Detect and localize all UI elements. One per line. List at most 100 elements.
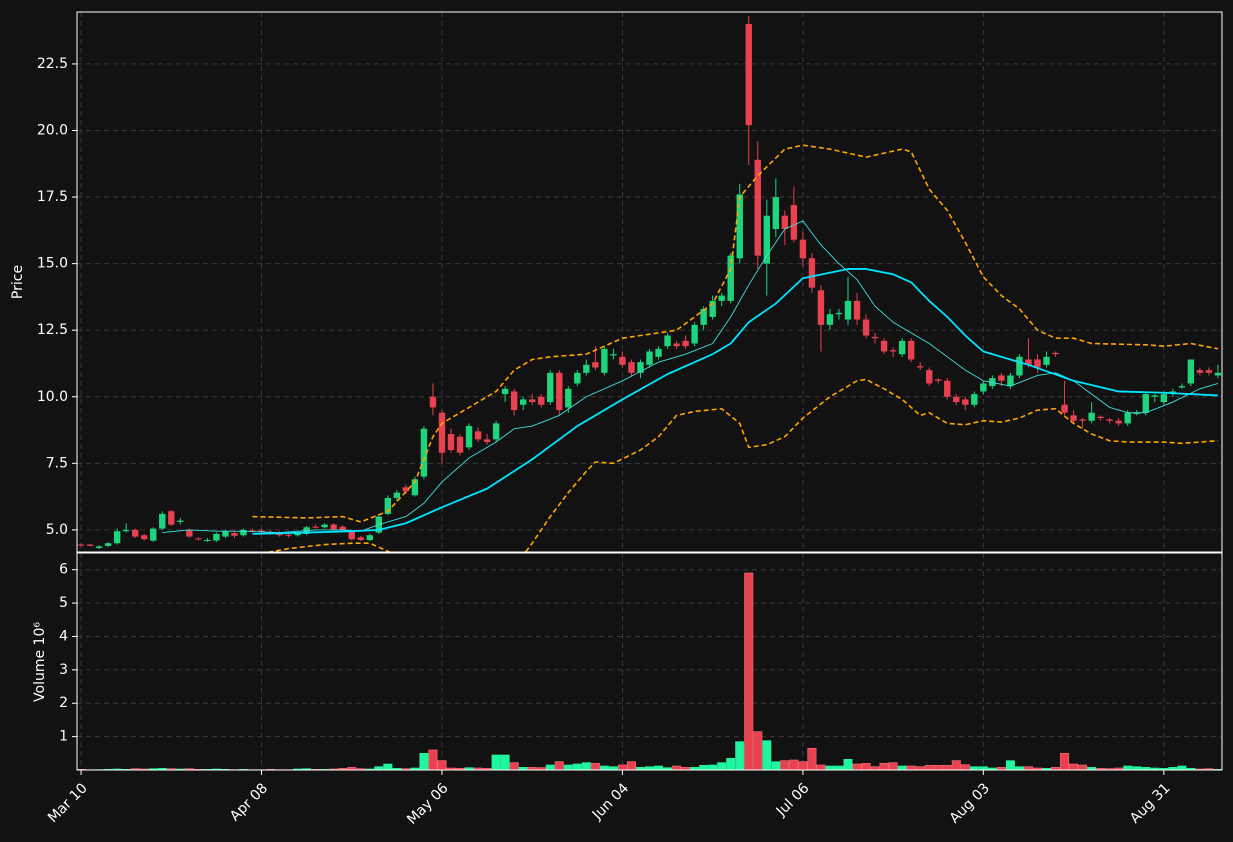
y-tick-label: 6	[59, 562, 68, 578]
volume-bar	[599, 765, 609, 771]
y-tick-label: 12.5	[37, 322, 68, 338]
candle-body	[916, 366, 924, 368]
candle-body	[357, 537, 364, 541]
volume-bar	[807, 747, 817, 771]
candle-body	[113, 531, 121, 544]
candle-body	[231, 533, 238, 536]
volume-bar	[590, 763, 600, 771]
candle-body	[1205, 370, 1213, 373]
volume-bar	[383, 763, 393, 771]
volume-bar	[969, 766, 979, 771]
candle-body	[285, 534, 292, 536]
candle-body	[1061, 404, 1068, 413]
candle-body	[574, 372, 581, 384]
volume-bar	[825, 765, 835, 771]
volume-bar	[545, 764, 555, 771]
y-tick-label: 22.5	[37, 56, 68, 72]
candle-body	[1160, 394, 1168, 403]
candle-body	[556, 372, 563, 411]
candle-body	[673, 343, 680, 347]
volume-bar	[428, 749, 438, 771]
candle-body	[1142, 394, 1149, 413]
volume-bar	[906, 765, 916, 771]
candle-body	[1034, 359, 1041, 368]
price-axis-label: Price	[10, 265, 26, 299]
overlay-line	[252, 144, 1219, 523]
candle-body	[420, 428, 428, 477]
volume-bar	[870, 766, 880, 771]
volume-bar	[933, 765, 943, 771]
candle-body	[754, 159, 761, 256]
candle-body	[339, 526, 346, 530]
overlay-line	[162, 220, 1219, 534]
candle-body	[619, 356, 626, 365]
candle-body	[935, 379, 942, 381]
candle-body	[186, 529, 193, 537]
volume-bar	[762, 740, 772, 771]
volume-bar	[1005, 760, 1015, 771]
volume-bar	[942, 765, 952, 771]
volume-bar	[374, 766, 384, 771]
candle-body	[862, 319, 870, 336]
candle-body	[168, 511, 175, 525]
candle-body	[610, 354, 617, 356]
y-tick-label: 17.5	[37, 189, 68, 205]
candle-body	[492, 423, 500, 440]
candle-body	[907, 340, 915, 360]
candle-body	[1151, 395, 1158, 397]
overlay-line	[252, 268, 1218, 535]
candle-body	[312, 526, 319, 528]
candle-body	[998, 375, 1005, 381]
candle-body	[962, 399, 969, 405]
candle-body	[141, 535, 148, 540]
volume-bar	[1078, 764, 1088, 771]
volume-bar	[834, 765, 844, 771]
candle-body	[1178, 386, 1186, 388]
volume-bar	[509, 762, 519, 771]
candle-body	[1043, 356, 1050, 365]
candle-body	[321, 524, 328, 528]
candles	[77, 15, 1222, 552]
y-tick-label: 7.5	[46, 455, 68, 471]
candle-body	[1124, 412, 1131, 424]
volume-bar	[419, 753, 429, 771]
candle-body	[1115, 420, 1122, 424]
volume-bar	[672, 765, 682, 771]
y-tick-label: 20.0	[37, 122, 68, 138]
volume-bar	[960, 764, 970, 771]
candle-body	[592, 362, 599, 368]
candle-body	[1070, 415, 1077, 421]
candle-body	[104, 543, 112, 546]
candle-body	[565, 388, 572, 408]
candle-body	[727, 255, 734, 301]
y-tick-label: 5	[59, 595, 68, 611]
candle-body	[86, 544, 94, 546]
candle-body	[637, 362, 644, 373]
volume-bar	[717, 762, 727, 771]
candle-body	[456, 436, 464, 453]
candle-body	[1007, 375, 1014, 387]
candle-body	[122, 529, 130, 532]
price-frame	[76, 11, 1223, 553]
volume-bar	[1060, 753, 1070, 771]
candle-body	[691, 324, 698, 344]
candle-body	[402, 487, 410, 492]
candle-body	[980, 383, 987, 392]
volume-bar	[852, 763, 862, 771]
volume-bar	[924, 765, 934, 771]
candle-body	[438, 412, 446, 453]
volume-bar	[1132, 766, 1142, 771]
candle-body	[583, 364, 590, 373]
candle-body	[898, 340, 906, 355]
candle-body	[465, 426, 473, 448]
volume-bar	[626, 761, 636, 771]
candle-body	[871, 336, 879, 339]
volume-bar	[699, 765, 709, 771]
candle-body	[772, 197, 780, 230]
candle-body	[177, 520, 184, 522]
candle-body	[348, 531, 355, 540]
volume-bar	[491, 754, 501, 771]
volume-bar	[915, 766, 925, 771]
volume-bar	[581, 762, 591, 771]
